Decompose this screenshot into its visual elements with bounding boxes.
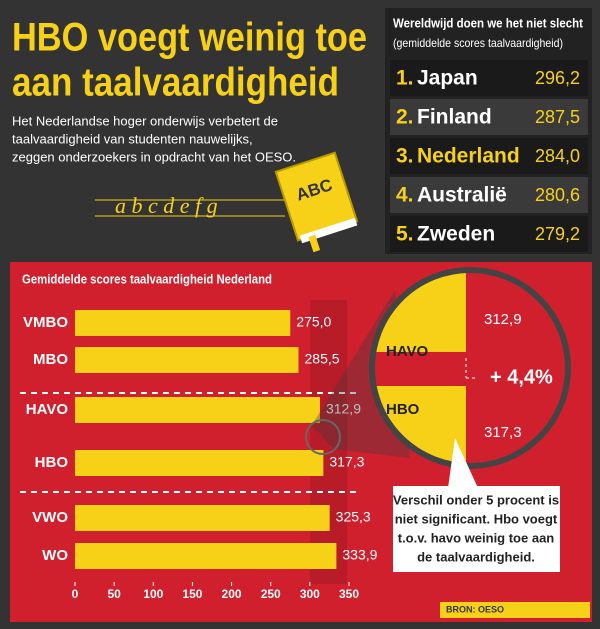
x-tick-label: 150 — [182, 587, 202, 601]
note-line: niet significant. Hbo voegt — [395, 511, 558, 526]
letters: a b c d e f g — [115, 193, 218, 218]
bar — [75, 543, 337, 569]
score: 280,6 — [535, 185, 580, 205]
zoom-spot — [305, 419, 341, 455]
rank: 2. — [396, 106, 414, 129]
ranking-row — [390, 99, 588, 135]
zoom-label: HAVO — [386, 343, 429, 360]
country: Nederland — [417, 145, 520, 168]
rank: 3. — [396, 145, 414, 168]
bar — [75, 310, 291, 336]
source: BRON: OESO — [446, 604, 504, 614]
value-label: 285,5 — [305, 351, 340, 367]
zoom-ring — [369, 267, 571, 469]
ranking-row — [390, 138, 588, 174]
country: Finland — [417, 106, 492, 129]
intro-line: Het Nederlandse hoger onderwijs verbeter… — [12, 113, 278, 128]
x-tick-label: 200 — [222, 587, 242, 601]
country: Japan — [417, 67, 478, 90]
chart-title: Gemiddelde scores taalvaardigheid Nederl… — [22, 271, 272, 286]
value-label: 275,0 — [296, 314, 331, 330]
country: Zweden — [417, 223, 495, 246]
zoom-value: 312,9 — [484, 311, 522, 328]
ranking-row — [390, 177, 588, 213]
score: 284,0 — [535, 146, 580, 166]
title: aan taalvaardigheid — [12, 61, 339, 105]
bar — [75, 505, 330, 531]
bar — [75, 450, 324, 476]
value-label: 333,9 — [342, 547, 377, 563]
y-tick-label: VWO — [32, 509, 68, 526]
x-tick-label: 300 — [300, 587, 320, 601]
y-tick-label: VMBO — [23, 314, 68, 331]
band — [310, 300, 347, 584]
value-label: 317,3 — [329, 454, 364, 470]
bar — [75, 347, 299, 373]
bar — [75, 397, 320, 423]
rank: 5. — [396, 223, 414, 246]
x-tick-label: 350 — [339, 587, 359, 601]
x-tick-label: 50 — [107, 587, 121, 601]
book: ABC — [274, 151, 359, 253]
y-tick-label: WO — [42, 547, 68, 564]
note-line: t.o.v. havo weinig toe aan — [398, 530, 555, 545]
note-pointer — [448, 438, 478, 488]
x-tick-label: 250 — [261, 587, 281, 601]
title: HBO voegt weinig toe — [12, 16, 367, 60]
y-tick-label: HAVO — [26, 401, 69, 418]
zoom-value: 317,3 — [484, 424, 522, 441]
y-tick-label: HBO — [35, 454, 69, 471]
ranking-row — [390, 216, 588, 252]
ranking-row — [390, 60, 588, 96]
ranking-subtitle: (gemiddelde scores taalvaardigheid) — [393, 36, 563, 50]
score: 287,5 — [535, 107, 580, 127]
intro-line: taalvaardigheid van studenten nauwelijks… — [12, 131, 253, 146]
x-tick-label: 100 — [143, 587, 163, 601]
difference: + 4,4% — [490, 366, 553, 388]
score: 279,2 — [535, 224, 580, 244]
intro-line: zeggen onderzoekers in opdracht van het … — [12, 149, 296, 164]
zoom-label: HBO — [386, 401, 420, 418]
country: Australië — [417, 184, 507, 207]
source-bg — [440, 602, 590, 618]
y-tick-label: MBO — [33, 351, 68, 368]
rank: 4. — [396, 184, 414, 207]
note-box — [393, 486, 560, 572]
rank: 1. — [396, 67, 414, 90]
note-line: de taalvaardigheid. — [417, 549, 535, 564]
x-tick-label: 0 — [72, 587, 79, 601]
score: 296,2 — [535, 68, 580, 88]
value-label: 312,9 — [326, 401, 361, 417]
note-line: Verschil onder 5 procent is — [393, 492, 559, 507]
ranking-title: Wereldwijd doen we het niet slecht — [393, 15, 584, 30]
value-label: 325,3 — [336, 509, 371, 525]
